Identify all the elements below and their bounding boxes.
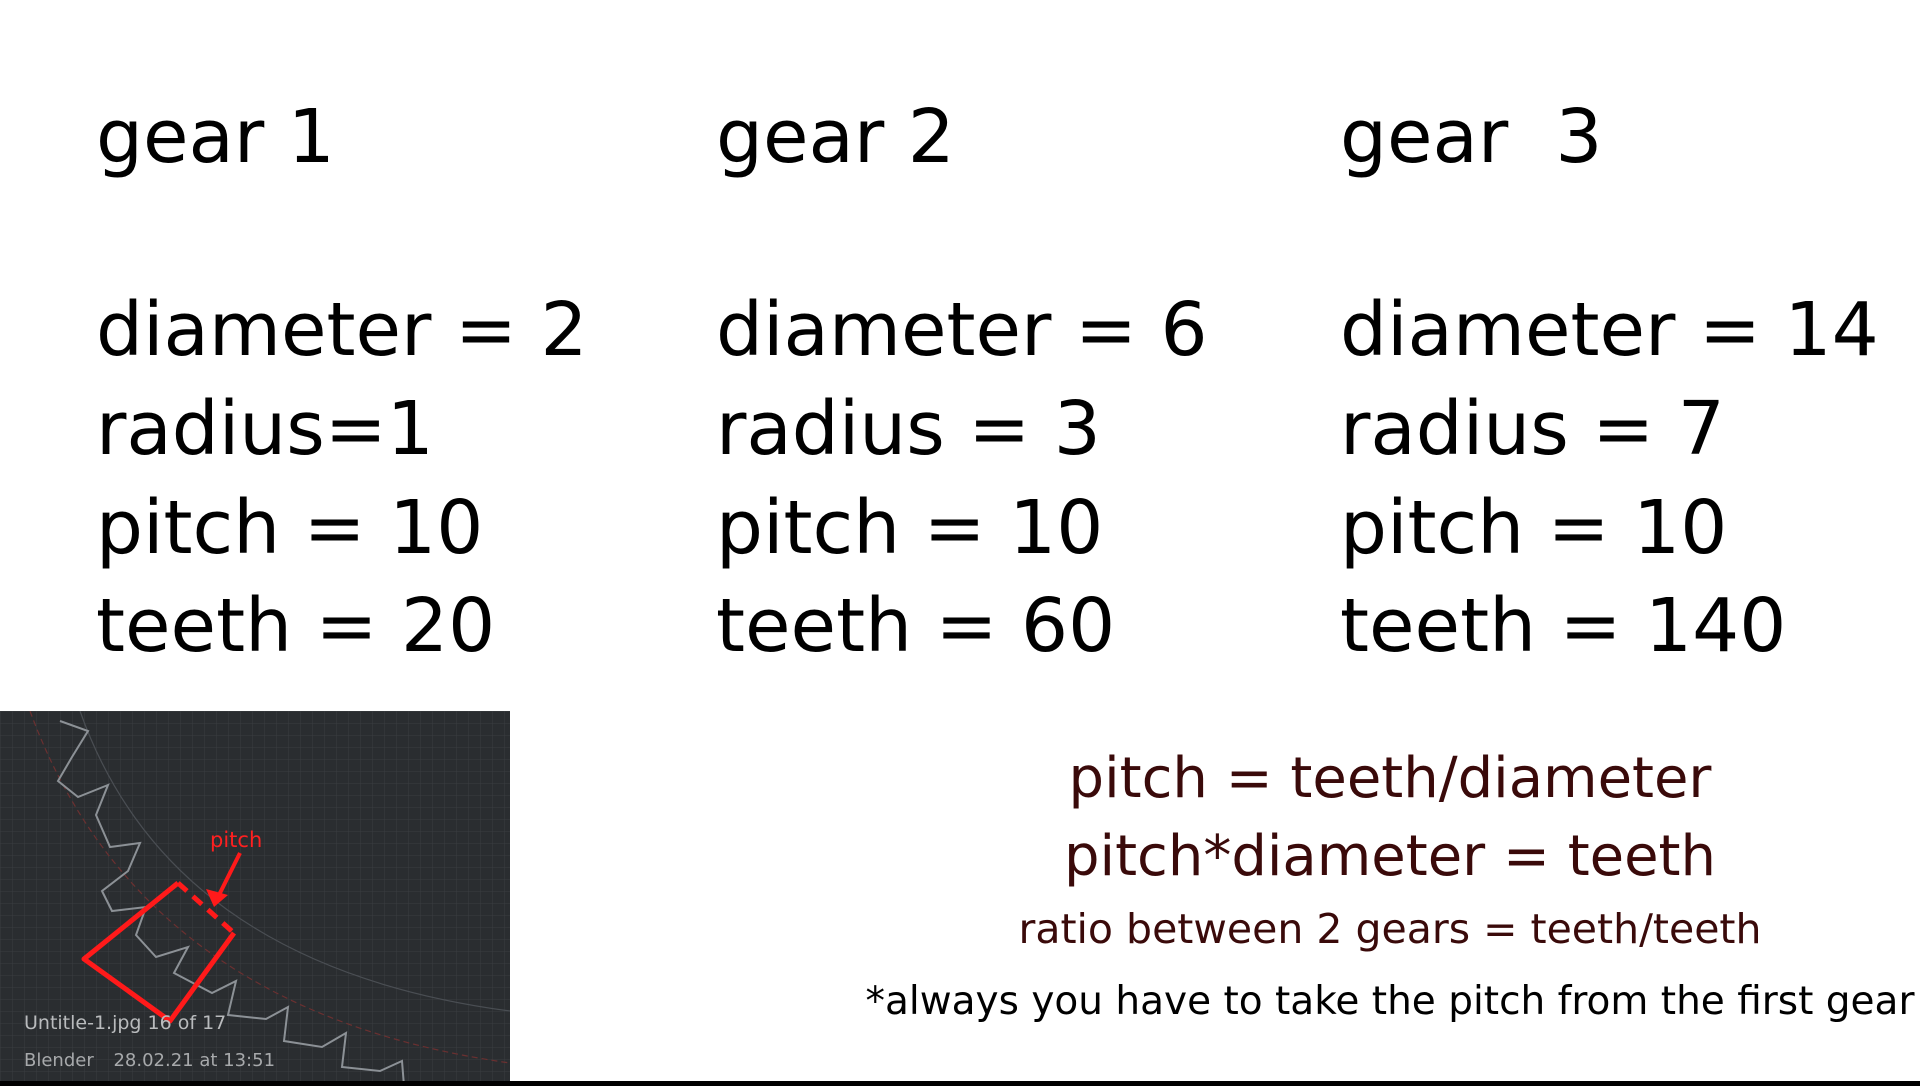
gear-teeth-outline: [56, 720, 405, 1086]
gear-3-diameter: diameter = 14: [1340, 287, 1879, 373]
formula-block: pitch = teeth/diameter pitch*diameter = …: [860, 740, 1920, 958]
gear-1-diameter: diameter = 2: [96, 287, 588, 373]
pitch-marker-dashed: [176, 881, 236, 935]
gear-1-teeth: teeth = 20: [96, 583, 496, 669]
gear-thumbnail: pitch: [0, 711, 510, 1086]
gear-3-pitch: pitch = 10: [1340, 485, 1728, 571]
bottom-border: [0, 1081, 1920, 1086]
thumbnail-meta: Blender 28.02.21 at 13:51: [24, 1050, 289, 1071]
gear-3-title: gear 3: [1340, 94, 1603, 180]
formula-teeth: pitch*diameter = teeth: [1063, 824, 1717, 889]
gear-2-diameter: diameter = 6: [716, 287, 1208, 373]
gear-1-radius: radius=1: [96, 386, 434, 472]
thumbnail-file-label: Untitle-1.jpg 16 of 17: [24, 1012, 227, 1034]
formula-pitch: pitch = teeth/diameter: [1068, 746, 1712, 811]
pitch-note: *always you have to take the pitch from …: [865, 979, 1915, 1024]
addendum-circle-line: [79, 711, 510, 1012]
gear-2-pitch: pitch = 10: [716, 485, 1104, 571]
thumbnail-date-label: 28.02.21 at 13:51: [113, 1050, 276, 1071]
gear-2-title: gear 2: [716, 94, 955, 180]
pitch-arrow-shaft: [216, 852, 242, 898]
gear-3-radius: radius = 7: [1340, 386, 1725, 472]
gear-1-title: gear 1: [96, 94, 335, 180]
pitch-marker-outline: [81, 881, 237, 1024]
thumbnail-app-label: Blender: [24, 1050, 94, 1071]
pitch-arrow-head-icon: [206, 889, 228, 907]
gear-1-pitch: pitch = 10: [96, 485, 484, 571]
gear-2-radius: radius = 3: [716, 386, 1101, 472]
gear-sketch: pitch: [0, 711, 510, 1086]
gear-3-teeth: teeth = 140: [1340, 583, 1787, 669]
pitch-annotation-label: pitch: [210, 828, 262, 852]
gear-2-teeth: teeth = 60: [716, 583, 1116, 669]
formula-ratio: ratio between 2 gears = teeth/teeth: [1018, 905, 1762, 953]
